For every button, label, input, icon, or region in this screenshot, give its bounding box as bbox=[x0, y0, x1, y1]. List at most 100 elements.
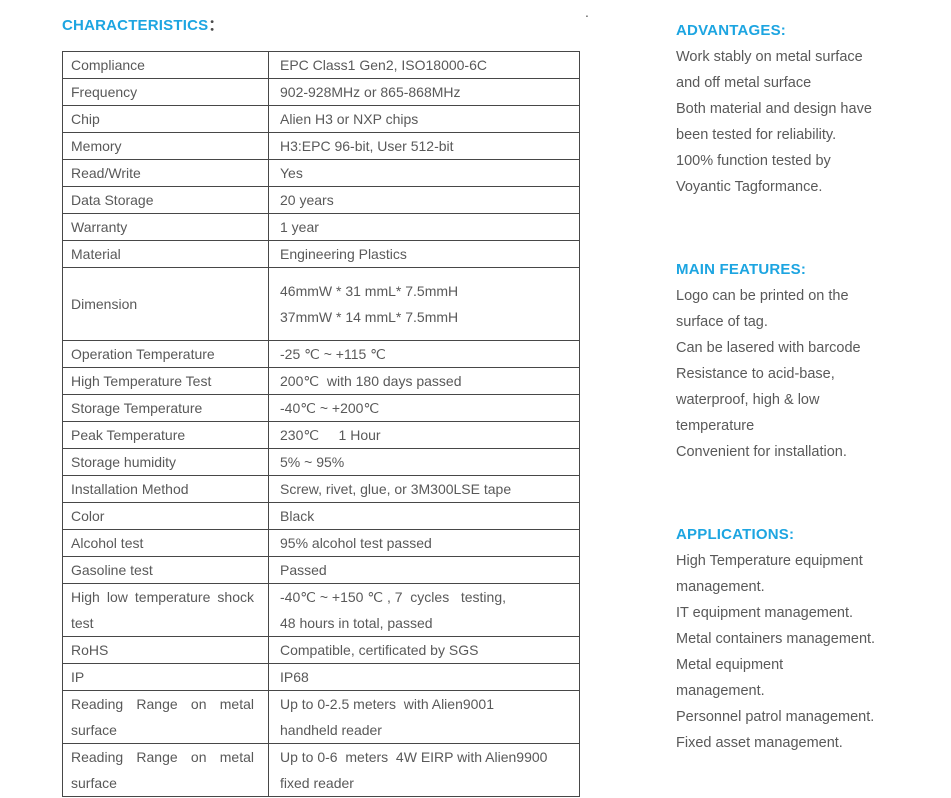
section-line: Can be lasered with barcode bbox=[676, 340, 861, 356]
section-line: Resistance to acid-base, bbox=[676, 366, 835, 382]
characteristics-heading-colon: ： bbox=[208, 17, 224, 34]
row-label: Reading Range on metal surface bbox=[62, 743, 269, 797]
row-value: H3:EPC 96-bit, User 512-bit bbox=[268, 132, 580, 160]
row-value-line: 37mmW * 14 mmL* 7.5mmH bbox=[280, 309, 459, 325]
applications-heading: APPLICATIONS: bbox=[676, 526, 795, 543]
table-row: High low temperature shock test -40℃ ~ +1… bbox=[62, 583, 580, 637]
row-value: Engineering Plastics bbox=[268, 240, 580, 268]
row-value: Passed bbox=[268, 556, 580, 584]
section-line: management. bbox=[676, 579, 765, 595]
row-value: Up to 0-6 meters 4W EIRP with Alien9900 f… bbox=[268, 743, 580, 797]
section-line: temperature bbox=[676, 418, 755, 434]
characteristics-table-body: Compliance EPC Class1 Gen2, ISO18000-6C Fr… bbox=[62, 51, 580, 797]
table-row: Material Engineering Plastics bbox=[62, 240, 580, 268]
row-value-line: Yes bbox=[280, 165, 303, 181]
row-value-line: 1 year bbox=[280, 219, 319, 235]
row-value: Yes bbox=[268, 159, 580, 187]
row-value-line: Engineering Plastics bbox=[280, 246, 407, 262]
section-line: been tested for reliability. bbox=[676, 127, 837, 143]
row-value: Black bbox=[268, 502, 580, 530]
row-value: 1 year bbox=[268, 213, 580, 241]
table-row: Dimension 46mmW * 31 mmL* 7.5mmH 37mmW * 1… bbox=[62, 267, 580, 341]
row-label: High Temperature Test bbox=[62, 367, 269, 395]
row-value-line: Up to 0-2.5 meters with Alien9001 bbox=[280, 696, 495, 712]
row-label: Storage Temperature bbox=[62, 394, 269, 422]
row-value-line: Screw, rivet, glue, or 3M300LSE tape bbox=[280, 481, 512, 497]
section-line: Voyantic Tagformance. bbox=[676, 179, 823, 195]
stray-dot: . bbox=[585, 4, 589, 20]
section-line: Logo can be printed on the bbox=[676, 288, 849, 304]
row-value: IP68 bbox=[268, 663, 580, 691]
table-row: Read/Write Yes bbox=[62, 159, 580, 187]
row-value-line: -25 ℃ ~ +115 ℃ bbox=[280, 346, 386, 362]
table-row: Installation Method Screw, rivet, glue, o… bbox=[62, 475, 580, 503]
characteristics-heading-text: CHARACTERISTICS bbox=[62, 17, 209, 34]
row-value: Alien H3 or NXP chips bbox=[268, 105, 580, 133]
characteristics-panel: CHARACTERISTICS： Compliance EPC Class1 Ge… bbox=[62, 14, 582, 797]
row-label: Compliance bbox=[62, 51, 269, 79]
advantages-heading: ADVANTAGES: bbox=[676, 22, 786, 39]
section-line: IT equipment management. bbox=[676, 605, 854, 621]
row-value-line: 5% ~ 95% bbox=[280, 454, 345, 470]
row-value: 902-928MHz or 865-868MHz bbox=[268, 78, 580, 106]
row-value: 20 years bbox=[268, 186, 580, 214]
row-label: Installation Method bbox=[62, 475, 269, 503]
table-row: Warranty 1 year bbox=[62, 213, 580, 241]
table-row: Compliance EPC Class1 Gen2, ISO18000-6C bbox=[62, 51, 580, 79]
section-line: Metal equipment bbox=[676, 657, 784, 673]
section-line: Both material and design have bbox=[676, 101, 872, 117]
section-line: and off metal surface bbox=[676, 75, 812, 91]
section-line: Convenient for installation. bbox=[676, 444, 847, 460]
section-line: 100% function tested by bbox=[676, 153, 831, 169]
row-value: 230℃ 1 Hour bbox=[268, 421, 580, 449]
row-value: 46mmW * 31 mmL* 7.5mmH 37mmW * 14 mmL* 7.… bbox=[268, 267, 580, 341]
row-label: High low temperature shock test bbox=[62, 583, 269, 637]
characteristics-table: Compliance EPC Class1 Gen2, ISO18000-6C Fr… bbox=[62, 51, 580, 797]
table-row: Color Black bbox=[62, 502, 580, 530]
table-row: Storage humidity 5% ~ 95% bbox=[62, 448, 580, 476]
row-label: Dimension bbox=[62, 267, 269, 341]
row-label: Color bbox=[62, 502, 269, 530]
table-row: Chip Alien H3 or NXP chips bbox=[62, 105, 580, 133]
row-value: -40℃ ~ +150 ℃ , 7 cycles testing, 48 hour… bbox=[268, 583, 580, 637]
row-value-line: -40℃ ~ +150 ℃ , 7 cycles testing, bbox=[280, 589, 506, 605]
table-row: Memory H3:EPC 96-bit, User 512-bit bbox=[62, 132, 580, 160]
table-row: Gasoline test Passed bbox=[62, 556, 580, 584]
row-label: Material bbox=[62, 240, 269, 268]
row-value-line: 902-928MHz or 865-868MHz bbox=[280, 84, 461, 100]
section-line: Work stably on metal surface bbox=[676, 49, 863, 65]
table-row: Frequency 902-928MHz or 865-868MHz bbox=[62, 78, 580, 106]
row-label: Chip bbox=[62, 105, 269, 133]
table-row: High Temperature Test 200℃ with 180 days … bbox=[62, 367, 580, 395]
row-value: 95% alcohol test passed bbox=[268, 529, 580, 557]
row-value: EPC Class1 Gen2, ISO18000-6C bbox=[268, 51, 580, 79]
row-label: Memory bbox=[62, 132, 269, 160]
row-value: -25 ℃ ~ +115 ℃ bbox=[268, 340, 580, 368]
row-label: Read/Write bbox=[62, 159, 269, 187]
row-value-line: Passed bbox=[280, 562, 327, 578]
table-row: Operation Temperature -25 ℃ ~ +115 ℃ bbox=[62, 340, 580, 368]
row-value-line: fixed reader bbox=[280, 775, 354, 791]
row-value-line: 46mmW * 31 mmL* 7.5mmH bbox=[280, 283, 459, 299]
section-line: High Temperature equipment bbox=[676, 553, 863, 569]
section-line: surface of tag. bbox=[676, 314, 768, 330]
section-line: Metal containers management. bbox=[676, 631, 876, 647]
row-value-line: Alien H3 or NXP chips bbox=[280, 111, 419, 127]
section-line: management. bbox=[676, 683, 765, 699]
row-value-line: H3:EPC 96-bit, User 512-bit bbox=[280, 138, 454, 154]
row-label: Reading Range on metal surface bbox=[62, 690, 269, 744]
row-value: 5% ~ 95% bbox=[268, 448, 580, 476]
row-value: Screw, rivet, glue, or 3M300LSE tape bbox=[268, 475, 580, 503]
section-main-features: MAIN FEATURES: Logo can be printed on the… bbox=[676, 257, 948, 465]
section-line: waterproof, high & low bbox=[676, 392, 820, 408]
table-row: Data Storage 20 years bbox=[62, 186, 580, 214]
row-label: Alcohol test bbox=[62, 529, 269, 557]
row-label: IP bbox=[62, 663, 269, 691]
table-row: Alcohol test 95% alcohol test passed bbox=[62, 529, 580, 557]
row-label: RoHS bbox=[62, 636, 269, 664]
row-value: Compatible, certificated by SGS bbox=[268, 636, 580, 664]
row-value-line: 200℃ with 180 days passed bbox=[280, 373, 462, 389]
main-features-heading: MAIN FEATURES: bbox=[676, 261, 807, 278]
info-sections: ADVANTAGES: Work stably on metal surface a… bbox=[676, 18, 948, 756]
